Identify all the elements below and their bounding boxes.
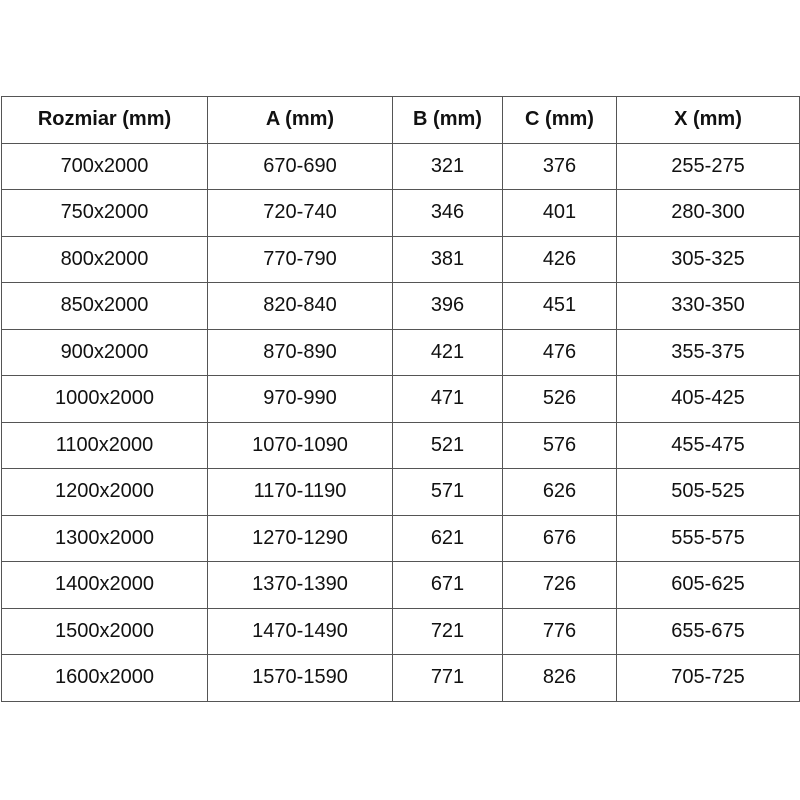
dimensions-table: Rozmiar (mm) A (mm) B (mm) C (mm) X (mm) 700… bbox=[1, 96, 800, 702]
table-cell: 455-475 bbox=[616, 421, 800, 469]
table-cell: 521 bbox=[392, 421, 503, 469]
table-cell: 255-275 bbox=[616, 142, 800, 190]
table-cell: 1470-1490 bbox=[207, 607, 393, 655]
table-row: 1300x2000 1270-1290 621 676 555-575 bbox=[1, 514, 800, 562]
table-cell: 621 bbox=[392, 514, 503, 562]
table-cell: 555-575 bbox=[616, 514, 800, 562]
table-row: 1500x2000 1470-1490 721 776 655-675 bbox=[1, 607, 800, 655]
table-row: 1600x2000 1570-1590 771 826 705-725 bbox=[1, 654, 800, 702]
table-cell: 1100x2000 bbox=[1, 421, 208, 469]
table-cell: 321 bbox=[392, 142, 503, 190]
table-row: 850x2000 820-840 396 451 330-350 bbox=[1, 282, 800, 330]
table-cell: 1400x2000 bbox=[1, 561, 208, 609]
column-header: A (mm) bbox=[207, 96, 393, 144]
table-cell: 1200x2000 bbox=[1, 468, 208, 516]
table-cell: 305-325 bbox=[616, 235, 800, 283]
table-cell: 451 bbox=[502, 282, 617, 330]
table-row: 1400x2000 1370-1390 671 726 605-625 bbox=[1, 561, 800, 609]
table-cell: 280-300 bbox=[616, 189, 800, 237]
table-cell: 770-790 bbox=[207, 235, 393, 283]
table-cell: 526 bbox=[502, 375, 617, 423]
table-cell: 396 bbox=[392, 282, 503, 330]
table-cell: 476 bbox=[502, 328, 617, 376]
table-cell: 826 bbox=[502, 654, 617, 702]
table-cell: 626 bbox=[502, 468, 617, 516]
table-row: 1100x2000 1070-1090 521 576 455-475 bbox=[1, 421, 800, 469]
table-cell: 655-675 bbox=[616, 607, 800, 655]
table-row: 1000x2000 970-990 471 526 405-425 bbox=[1, 375, 800, 423]
table-cell: 776 bbox=[502, 607, 617, 655]
table-cell: 401 bbox=[502, 189, 617, 237]
table-cell: 700x2000 bbox=[1, 142, 208, 190]
table-row: 800x2000 770-790 381 426 305-325 bbox=[1, 235, 800, 283]
table-row: 1200x2000 1170-1190 571 626 505-525 bbox=[1, 468, 800, 516]
table-cell: 720-740 bbox=[207, 189, 393, 237]
table-cell: 381 bbox=[392, 235, 503, 283]
table-cell: 726 bbox=[502, 561, 617, 609]
table-cell: 676 bbox=[502, 514, 617, 562]
table-cell: 750x2000 bbox=[1, 189, 208, 237]
table-cell: 426 bbox=[502, 235, 617, 283]
table-cell: 771 bbox=[392, 654, 503, 702]
table-cell: 670-690 bbox=[207, 142, 393, 190]
table-cell: 1270-1290 bbox=[207, 514, 393, 562]
table-cell: 405-425 bbox=[616, 375, 800, 423]
table-cell: 355-375 bbox=[616, 328, 800, 376]
table-cell: 605-625 bbox=[616, 561, 800, 609]
table-cell: 571 bbox=[392, 468, 503, 516]
table-row: 700x2000 670-690 321 376 255-275 bbox=[1, 142, 800, 190]
table-cell: 705-725 bbox=[616, 654, 800, 702]
table-cell: 850x2000 bbox=[1, 282, 208, 330]
table-cell: 1370-1390 bbox=[207, 561, 393, 609]
table-cell: 870-890 bbox=[207, 328, 393, 376]
table-cell: 1170-1190 bbox=[207, 468, 393, 516]
table-row: 750x2000 720-740 346 401 280-300 bbox=[1, 189, 800, 237]
table-cell: 421 bbox=[392, 328, 503, 376]
table-cell: 346 bbox=[392, 189, 503, 237]
table-cell: 505-525 bbox=[616, 468, 800, 516]
table-cell: 1600x2000 bbox=[1, 654, 208, 702]
table-cell: 1500x2000 bbox=[1, 607, 208, 655]
column-header: C (mm) bbox=[502, 96, 617, 144]
table-cell: 900x2000 bbox=[1, 328, 208, 376]
table-cell: 376 bbox=[502, 142, 617, 190]
table-cell: 1000x2000 bbox=[1, 375, 208, 423]
table-cell: 721 bbox=[392, 607, 503, 655]
table-cell: 800x2000 bbox=[1, 235, 208, 283]
table-cell: 970-990 bbox=[207, 375, 393, 423]
column-header: B (mm) bbox=[392, 96, 503, 144]
table-cell: 1070-1090 bbox=[207, 421, 393, 469]
table-cell: 1300x2000 bbox=[1, 514, 208, 562]
table-row: 900x2000 870-890 421 476 355-375 bbox=[1, 328, 800, 376]
column-header: X (mm) bbox=[616, 96, 800, 144]
table-cell: 671 bbox=[392, 561, 503, 609]
table-cell: 330-350 bbox=[616, 282, 800, 330]
table-cell: 471 bbox=[392, 375, 503, 423]
table-header-row: Rozmiar (mm) A (mm) B (mm) C (mm) X (mm) bbox=[1, 96, 800, 144]
table-cell: 820-840 bbox=[207, 282, 393, 330]
column-header: Rozmiar (mm) bbox=[1, 96, 208, 144]
table-cell: 576 bbox=[502, 421, 617, 469]
table-cell: 1570-1590 bbox=[207, 654, 393, 702]
